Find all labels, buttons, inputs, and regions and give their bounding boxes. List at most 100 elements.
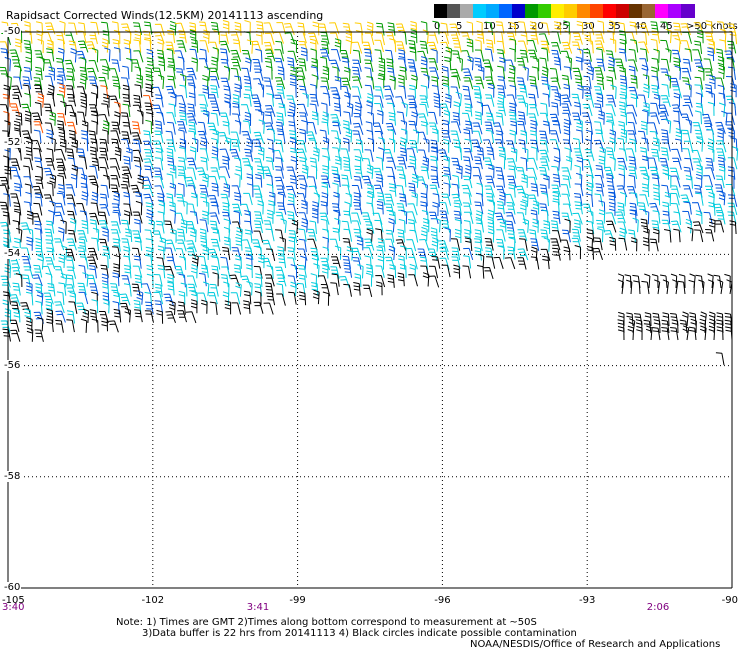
wind-barb (442, 119, 450, 134)
wind-barb (208, 248, 219, 261)
wind-barb (241, 67, 251, 81)
wind-barb (594, 121, 603, 135)
wind-barb (202, 210, 209, 225)
wind-barb (411, 173, 419, 188)
wind-barb (165, 85, 177, 98)
wind-barb (257, 146, 265, 161)
wind-barb (98, 114, 110, 126)
wind-barb (114, 111, 121, 126)
wind-barb (78, 291, 89, 305)
wind-barb (223, 218, 230, 233)
wind-barb (517, 257, 527, 270)
wind-barb (431, 256, 441, 269)
wind-barb (497, 174, 505, 188)
wind-barb (275, 211, 285, 225)
wind-barb (13, 210, 21, 225)
wind-barb (244, 148, 253, 162)
wind-barb (321, 40, 330, 54)
wind-barb (530, 139, 539, 153)
wind-barb (89, 165, 99, 179)
wind-barb (133, 39, 142, 53)
wind-barb (188, 130, 197, 144)
wind-barb (343, 111, 352, 125)
wind-barb (522, 218, 530, 233)
wind-barb (179, 112, 188, 126)
wind-barb (707, 279, 715, 295)
wind-barb (113, 191, 120, 207)
wind-barb (354, 273, 362, 288)
wind-barb (499, 57, 506, 72)
wind-barb (57, 113, 67, 126)
wind-barb (517, 40, 528, 53)
wind-barb (42, 265, 53, 278)
wind-barb (46, 318, 54, 333)
wind-barb (598, 110, 605, 125)
wind-barb (594, 86, 604, 99)
wind-barb (33, 264, 43, 278)
wind-barb (55, 319, 64, 333)
wind-barb (442, 75, 449, 90)
wind-barb (696, 137, 704, 152)
wind-barb (506, 202, 516, 215)
wind-barb (231, 185, 242, 198)
wind-barb (727, 166, 736, 180)
wind-barb (405, 247, 416, 261)
wind-barb (134, 165, 142, 180)
wind-barb (144, 310, 154, 323)
wind-barb (549, 68, 559, 81)
wind-barb (126, 147, 133, 162)
wind-barb (320, 56, 328, 71)
wind-barb (311, 74, 318, 89)
wind-barb (653, 93, 661, 108)
wind-barb (175, 95, 187, 108)
wind-barb (628, 86, 639, 100)
wind-barb (202, 109, 210, 125)
wind-barb (452, 39, 462, 53)
wind-barb (539, 149, 550, 162)
wind-barb (484, 48, 494, 62)
wind-barb (605, 220, 617, 233)
wind-barb (713, 203, 725, 216)
wind-barb (419, 40, 429, 54)
wind-barb (276, 293, 286, 306)
wind-barb (210, 167, 221, 180)
wind-barb (680, 23, 691, 36)
wind-barb (508, 64, 516, 80)
wind-barb (717, 55, 725, 71)
note-line-3: NOAA/NESDIS/Office of Research and Appli… (470, 639, 721, 650)
wind-barb (352, 122, 364, 135)
wind-barb (643, 83, 650, 99)
wind-barb (188, 121, 197, 135)
wind-barb (296, 148, 308, 161)
wind-barb (90, 21, 100, 35)
wind-barb (244, 229, 253, 243)
wind-barb (643, 102, 650, 117)
wind-barb (551, 165, 560, 179)
wind-barb (521, 192, 529, 207)
wind-barb (592, 247, 603, 260)
longitude-label: -99 (289, 595, 306, 606)
wind-barb (268, 191, 276, 206)
wind-barb (57, 47, 65, 62)
wind-barb (309, 139, 318, 153)
wind-barb (474, 229, 483, 243)
wind-barb (375, 275, 386, 288)
wind-barb (132, 211, 143, 224)
wind-barb (211, 146, 219, 161)
wind-barb (617, 202, 625, 216)
wind-barb (455, 91, 462, 107)
wind-barb (81, 130, 89, 144)
wind-barb (306, 131, 317, 144)
wind-barb (553, 147, 561, 162)
wind-barb (209, 76, 220, 89)
wind-barb (54, 238, 65, 251)
wind-barb (684, 157, 694, 171)
wind-barb (443, 182, 450, 197)
wind-barb (432, 193, 440, 207)
wind-barb (420, 121, 428, 135)
wind-barb (101, 103, 110, 117)
wind-barb (234, 21, 242, 36)
wind-barb (705, 32, 715, 46)
wind-barb (35, 300, 43, 315)
